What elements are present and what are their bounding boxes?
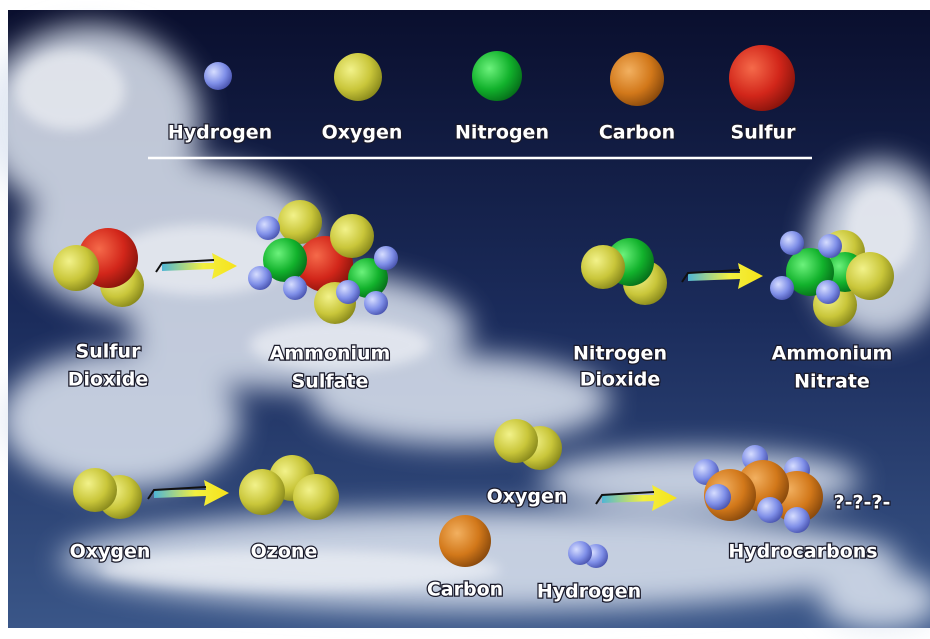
carbon-atom <box>610 52 664 106</box>
legend-label: Oxygen <box>322 122 403 144</box>
label: Hydrogen <box>537 581 641 603</box>
legend-label: Hydrogen <box>168 122 272 144</box>
page: {"legend": [{"label": "Hydrogen"}, {"lab… <box>0 0 930 639</box>
carbon-atom <box>439 515 491 567</box>
label: Nitrogen <box>573 343 667 365</box>
label: Sulfur <box>76 341 142 363</box>
label: Ammonium <box>270 343 391 365</box>
note: ?-?-?- <box>834 492 891 514</box>
sulfur-atom <box>729 45 795 111</box>
nitrogen-atom <box>472 51 522 101</box>
hydrogen-atom <box>204 62 232 90</box>
oxygen-atom <box>334 53 382 101</box>
label: Dioxide <box>68 369 149 391</box>
label: Nitrate <box>794 371 870 393</box>
legend-label: Carbon <box>599 122 675 144</box>
label: Dioxide <box>580 369 661 391</box>
label: Hydrocarbons <box>728 541 877 563</box>
legend-label: Nitrogen <box>455 122 549 144</box>
diagram: Hydrogen Oxygen Nitrogen Carbon Sulfur <box>0 0 930 639</box>
label: Ozone <box>251 541 318 563</box>
legend-label: Sulfur <box>731 122 797 144</box>
label: Carbon <box>427 579 503 601</box>
label: Oxygen <box>487 486 568 508</box>
label: Ammonium <box>772 343 893 365</box>
label: Sulfate <box>292 371 369 393</box>
label: Oxygen <box>70 541 151 563</box>
